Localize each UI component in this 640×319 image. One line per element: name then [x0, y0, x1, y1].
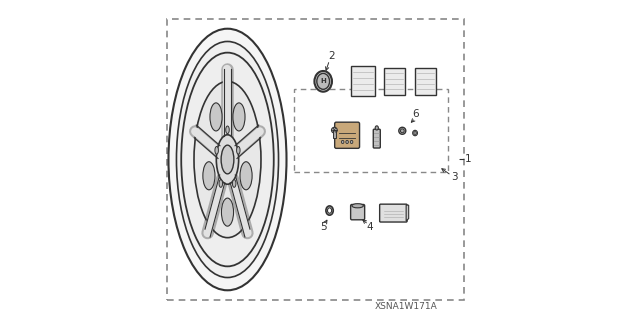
- Ellipse shape: [352, 204, 364, 208]
- FancyBboxPatch shape: [415, 68, 436, 95]
- Ellipse shape: [237, 146, 240, 154]
- FancyBboxPatch shape: [380, 204, 407, 222]
- Ellipse shape: [326, 206, 333, 215]
- FancyBboxPatch shape: [335, 122, 360, 148]
- Ellipse shape: [219, 180, 223, 187]
- Text: 4: 4: [366, 222, 372, 232]
- FancyBboxPatch shape: [384, 68, 404, 95]
- Polygon shape: [406, 205, 409, 221]
- Text: 5: 5: [320, 222, 326, 232]
- Ellipse shape: [232, 180, 236, 187]
- Ellipse shape: [226, 126, 229, 134]
- Text: 1: 1: [465, 154, 472, 165]
- Ellipse shape: [210, 103, 222, 131]
- Ellipse shape: [168, 29, 287, 290]
- Ellipse shape: [221, 145, 234, 174]
- Ellipse shape: [346, 140, 348, 144]
- Ellipse shape: [413, 130, 417, 136]
- Ellipse shape: [194, 81, 261, 238]
- Ellipse shape: [401, 129, 404, 133]
- Text: 2: 2: [328, 51, 335, 61]
- Ellipse shape: [328, 208, 332, 213]
- Ellipse shape: [350, 140, 353, 144]
- Ellipse shape: [216, 135, 239, 184]
- Ellipse shape: [240, 162, 252, 190]
- Ellipse shape: [332, 127, 337, 133]
- Ellipse shape: [399, 127, 406, 134]
- Ellipse shape: [203, 162, 215, 190]
- Ellipse shape: [215, 146, 218, 154]
- Ellipse shape: [177, 41, 278, 278]
- Text: XSNA1W171A: XSNA1W171A: [375, 302, 438, 311]
- Ellipse shape: [375, 126, 378, 130]
- Text: H: H: [320, 78, 326, 84]
- Ellipse shape: [233, 103, 245, 131]
- Ellipse shape: [317, 73, 330, 89]
- FancyBboxPatch shape: [351, 204, 365, 220]
- Ellipse shape: [314, 71, 332, 92]
- FancyBboxPatch shape: [351, 66, 375, 96]
- FancyBboxPatch shape: [373, 129, 380, 148]
- Ellipse shape: [414, 132, 417, 135]
- FancyBboxPatch shape: [333, 130, 335, 138]
- Ellipse shape: [181, 53, 274, 266]
- Ellipse shape: [341, 140, 344, 144]
- Ellipse shape: [221, 198, 234, 226]
- Text: 3: 3: [451, 172, 458, 182]
- Text: 6: 6: [412, 109, 419, 119]
